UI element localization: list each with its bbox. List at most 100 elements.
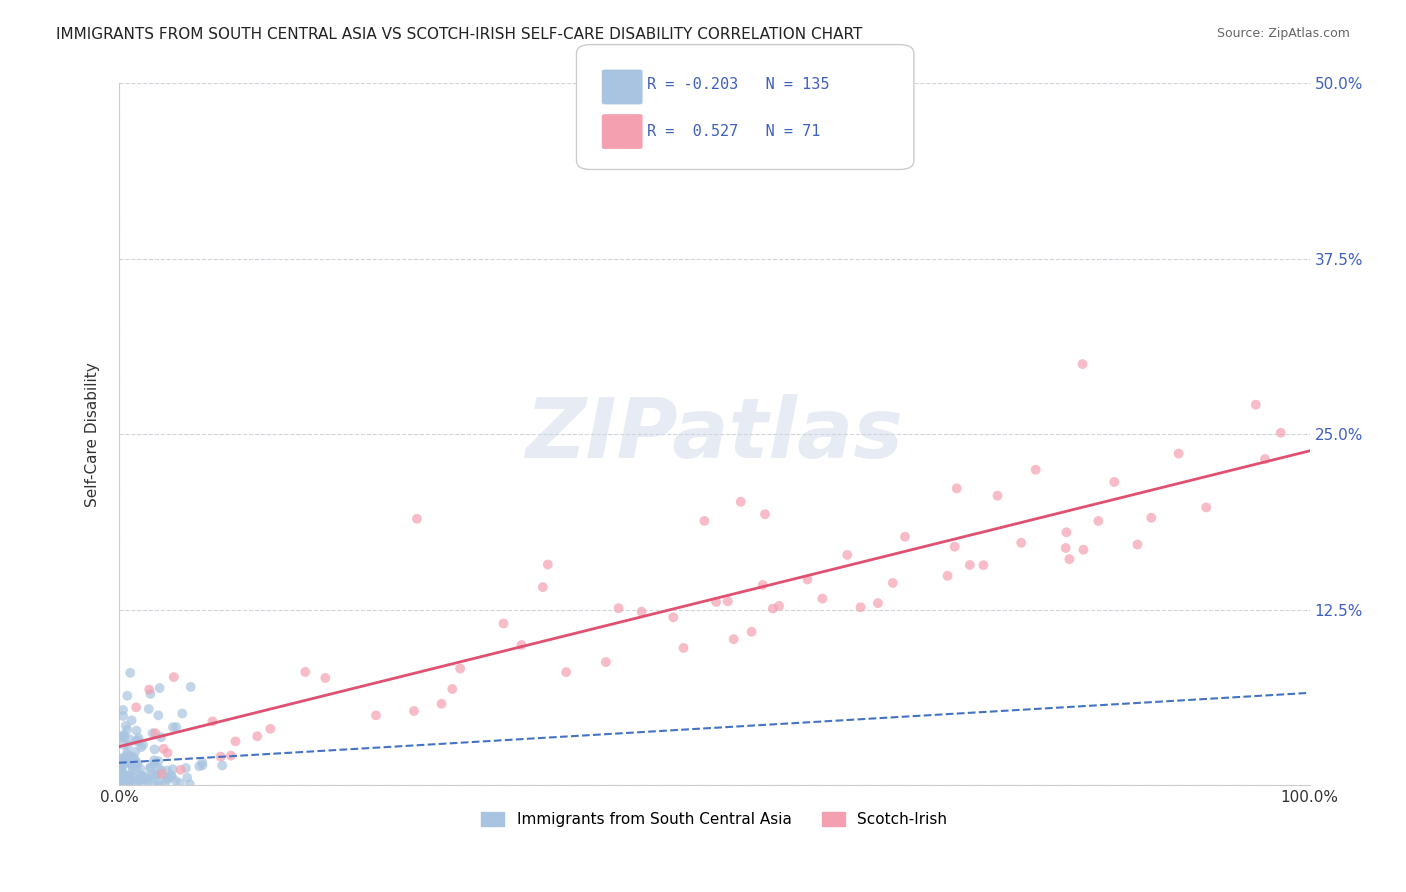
Point (121, 714, 143, 728)
Point (111, 753, 134, 767)
Point (143, 757, 166, 772)
Point (162, 762, 184, 776)
Point (118, 769, 141, 783)
Point (723, 632, 745, 647)
Point (866, 596, 889, 610)
Point (112, 776, 135, 790)
Point (131, 770, 153, 784)
Point (110, 756, 132, 770)
Point (441, 681, 464, 696)
Point (118, 772, 141, 787)
Point (406, 512, 429, 526)
Point (174, 761, 197, 775)
Point (201, 714, 224, 729)
Point (117, 778, 139, 792)
Point (972, 558, 994, 573)
Point (1104, 475, 1126, 489)
Point (179, 777, 201, 791)
Point (108, 763, 131, 777)
Point (150, 767, 173, 781)
Point (811, 591, 834, 606)
Point (1254, 452, 1277, 467)
Point (754, 507, 776, 521)
Point (894, 530, 917, 544)
Point (124, 753, 146, 767)
Point (150, 730, 173, 744)
Point (449, 662, 471, 676)
Point (111, 755, 134, 769)
Point (148, 761, 170, 775)
Point (108, 755, 131, 769)
Point (132, 776, 155, 790)
Text: Source: ZipAtlas.com: Source: ZipAtlas.com (1216, 27, 1350, 40)
Point (110, 772, 132, 786)
Point (121, 764, 143, 778)
Point (768, 599, 790, 613)
Point (1195, 500, 1218, 515)
Point (1071, 357, 1094, 371)
Point (146, 768, 169, 782)
Point (125, 764, 148, 778)
Point (111, 772, 134, 787)
Point (148, 708, 170, 723)
Point (751, 578, 773, 592)
Point (129, 772, 152, 787)
Point (1073, 542, 1095, 557)
Point (155, 772, 177, 787)
Point (145, 768, 167, 782)
Point (118, 732, 141, 747)
Point (943, 540, 966, 554)
Point (693, 514, 716, 528)
Point (169, 776, 191, 790)
Point (143, 742, 166, 756)
Point (114, 777, 136, 791)
Point (188, 759, 211, 773)
Point (430, 697, 453, 711)
Point (531, 580, 554, 594)
Point (741, 624, 763, 639)
Point (125, 700, 148, 714)
Point (607, 601, 630, 615)
Point (225, 734, 247, 748)
Point (191, 758, 214, 772)
Point (211, 758, 233, 772)
Point (110, 763, 132, 777)
Point (118, 772, 141, 787)
Point (131, 772, 153, 787)
Point (111, 776, 134, 790)
Point (117, 753, 139, 767)
Point (152, 741, 174, 756)
Point (1025, 463, 1047, 477)
Point (986, 489, 1008, 503)
Point (259, 722, 281, 736)
Point (1167, 446, 1189, 460)
Point (143, 726, 166, 740)
Point (121, 758, 143, 772)
Point (127, 734, 149, 748)
Point (595, 655, 617, 669)
Point (142, 726, 165, 740)
Point (112, 766, 135, 780)
Point (125, 774, 148, 789)
Point (111, 773, 134, 788)
Point (112, 730, 135, 744)
Point (115, 719, 138, 733)
Text: IMMIGRANTS FROM SOUTH CENTRAL ASIA VS SCOTCH-IRISH SELF-CARE DISABILITY CORRELAT: IMMIGRANTS FROM SOUTH CENTRAL ASIA VS SC… (56, 27, 863, 42)
Point (176, 771, 198, 785)
Point (672, 640, 695, 655)
Point (112, 757, 135, 772)
Point (402, 704, 425, 718)
Point (132, 738, 155, 752)
Point (936, 569, 959, 583)
Point (108, 764, 131, 778)
Point (121, 756, 143, 771)
Point (492, 616, 515, 631)
Point (108, 751, 131, 765)
Point (1059, 552, 1081, 566)
Point (122, 750, 145, 764)
Point (110, 756, 132, 770)
Point (112, 709, 135, 723)
Point (112, 770, 135, 784)
Point (150, 764, 173, 778)
Point (110, 730, 132, 744)
